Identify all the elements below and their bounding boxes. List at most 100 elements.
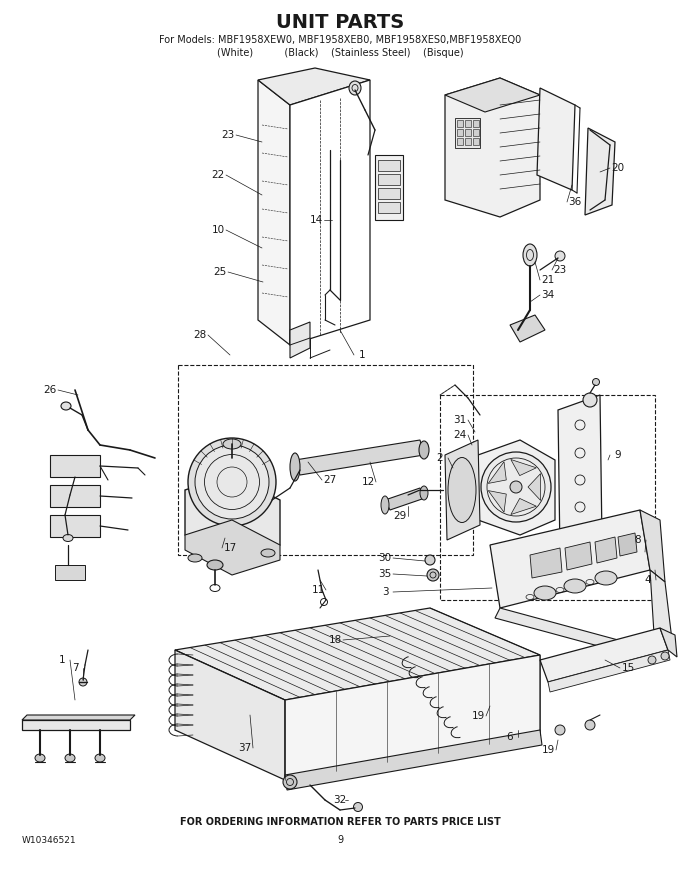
Ellipse shape: [283, 775, 297, 789]
Ellipse shape: [63, 534, 73, 541]
Ellipse shape: [420, 486, 428, 500]
Ellipse shape: [427, 569, 439, 581]
Polygon shape: [22, 720, 130, 730]
Text: For Models: MBF1958XEW0, MBF1958XEB0, MBF1958XES0,MBF1958XEQ0: For Models: MBF1958XEW0, MBF1958XEB0, MB…: [159, 35, 521, 45]
Polygon shape: [478, 440, 555, 535]
Ellipse shape: [425, 555, 435, 565]
Polygon shape: [258, 68, 370, 105]
Bar: [50, 455, 100, 477]
Ellipse shape: [95, 754, 105, 762]
Text: 31: 31: [454, 415, 466, 425]
Ellipse shape: [564, 579, 586, 593]
Ellipse shape: [79, 678, 87, 686]
Polygon shape: [511, 459, 537, 475]
Text: FOR ORDERING INFORMATION REFER TO PARTS PRICE LIST: FOR ORDERING INFORMATION REFER TO PARTS …: [180, 817, 500, 827]
Polygon shape: [530, 548, 562, 578]
Text: 27: 27: [324, 475, 337, 485]
Text: 7: 7: [71, 663, 78, 673]
Text: 18: 18: [328, 635, 341, 645]
Text: 28: 28: [193, 330, 207, 340]
Text: 15: 15: [622, 663, 634, 673]
Polygon shape: [640, 510, 665, 582]
Ellipse shape: [290, 453, 300, 481]
Polygon shape: [511, 498, 537, 515]
Text: 1: 1: [358, 350, 365, 360]
Polygon shape: [558, 395, 602, 555]
Bar: [378, 202, 400, 213]
Polygon shape: [185, 520, 280, 575]
Text: 11: 11: [311, 585, 324, 595]
Text: 8: 8: [634, 535, 641, 545]
Ellipse shape: [481, 452, 551, 522]
Text: 34: 34: [541, 290, 555, 300]
Polygon shape: [290, 322, 310, 358]
Polygon shape: [285, 730, 542, 790]
Bar: [457, 120, 463, 127]
Text: 9: 9: [615, 450, 622, 460]
Text: 19: 19: [471, 711, 485, 721]
Text: 26: 26: [44, 385, 56, 395]
Text: W10346521: W10346521: [22, 835, 77, 845]
Bar: [375, 155, 403, 220]
Polygon shape: [445, 440, 480, 540]
Ellipse shape: [592, 378, 600, 385]
Polygon shape: [660, 628, 677, 657]
Bar: [457, 129, 463, 136]
Ellipse shape: [448, 458, 476, 523]
Text: 30: 30: [379, 553, 392, 563]
Polygon shape: [175, 650, 285, 780]
Text: 25: 25: [214, 267, 226, 277]
Polygon shape: [510, 315, 545, 342]
Text: 21: 21: [541, 275, 555, 285]
Bar: [465, 138, 471, 145]
Ellipse shape: [523, 244, 537, 266]
Ellipse shape: [207, 560, 223, 570]
Text: 20: 20: [611, 163, 624, 173]
Bar: [473, 120, 479, 127]
Text: 10: 10: [211, 225, 224, 235]
Ellipse shape: [555, 251, 565, 261]
Ellipse shape: [595, 571, 617, 585]
Bar: [465, 120, 471, 127]
Text: 22: 22: [211, 170, 224, 180]
Ellipse shape: [188, 438, 276, 526]
Bar: [457, 138, 463, 145]
Ellipse shape: [419, 441, 429, 459]
Bar: [455, 118, 480, 148]
Polygon shape: [565, 542, 592, 570]
Polygon shape: [385, 488, 425, 510]
Text: 4: 4: [645, 575, 651, 585]
Ellipse shape: [534, 586, 556, 600]
Polygon shape: [585, 128, 615, 215]
Text: 29: 29: [393, 511, 407, 521]
Ellipse shape: [555, 725, 565, 735]
Polygon shape: [488, 490, 507, 512]
Text: 12: 12: [361, 477, 375, 487]
Polygon shape: [290, 80, 370, 345]
Bar: [50, 515, 100, 537]
Text: UNIT PARTS: UNIT PARTS: [276, 12, 404, 32]
Text: 14: 14: [309, 215, 322, 225]
Ellipse shape: [61, 402, 71, 410]
Polygon shape: [285, 655, 540, 780]
Bar: [378, 174, 400, 185]
Ellipse shape: [223, 439, 241, 449]
Ellipse shape: [35, 754, 45, 762]
Ellipse shape: [188, 554, 202, 562]
Polygon shape: [258, 80, 290, 345]
Ellipse shape: [648, 656, 656, 664]
Polygon shape: [445, 78, 540, 112]
Bar: [473, 129, 479, 136]
Bar: [473, 138, 479, 145]
Bar: [50, 485, 100, 507]
Ellipse shape: [381, 496, 389, 514]
Ellipse shape: [349, 81, 361, 95]
Polygon shape: [488, 462, 507, 483]
Text: 3: 3: [381, 587, 388, 597]
Text: (White)          (Black)    (Stainless Steel)    (Bisque): (White) (Black) (Stainless Steel) (Bisqu…: [217, 48, 463, 58]
Ellipse shape: [261, 549, 275, 557]
Polygon shape: [618, 533, 637, 556]
Bar: [465, 129, 471, 136]
Text: 6: 6: [507, 732, 513, 742]
Ellipse shape: [510, 481, 522, 493]
